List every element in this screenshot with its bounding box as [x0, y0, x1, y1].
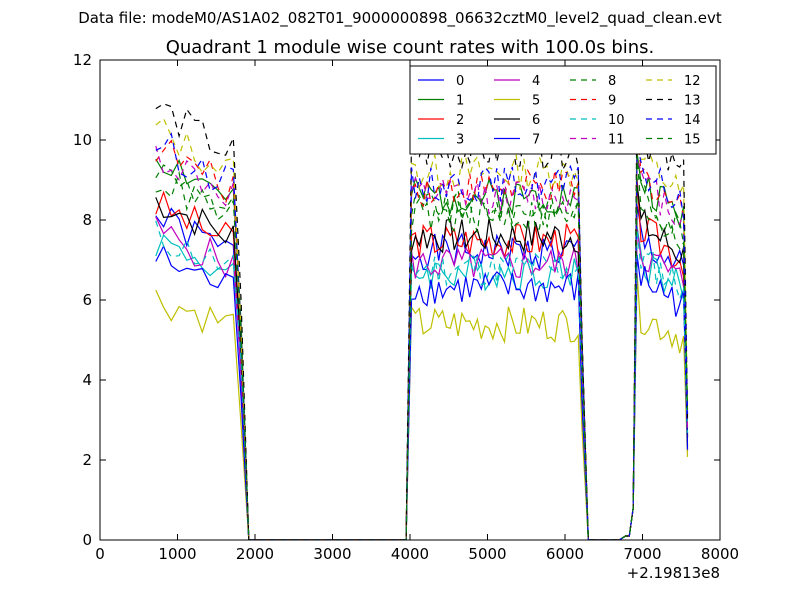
legend-label-0: 0 — [456, 74, 464, 89]
legend-label-4: 4 — [532, 74, 540, 89]
legend-label-13: 13 — [684, 94, 701, 109]
y-tick-label: 8 — [82, 211, 92, 229]
series-line-11 — [155, 145, 689, 540]
x-tick-label: 6000 — [546, 545, 584, 563]
x-tick-label: 0 — [95, 545, 105, 563]
x-tick-label: 7000 — [623, 545, 661, 563]
legend-label-1: 1 — [456, 94, 464, 109]
y-tick-label: 2 — [82, 451, 92, 469]
legend-label-5: 5 — [532, 94, 540, 109]
chart-title: Quadrant 1 module wise count rates with … — [166, 37, 655, 58]
y-tick-label: 4 — [82, 371, 92, 389]
legend-label-11: 11 — [608, 133, 625, 148]
legend-label-14: 14 — [684, 113, 701, 128]
x-tick-label: 3000 — [313, 545, 351, 563]
legend-label-12: 12 — [684, 74, 701, 89]
x-tick-label: 8000 — [701, 545, 739, 563]
x-tick-label: 1000 — [158, 545, 196, 563]
legend-label-6: 6 — [532, 113, 540, 128]
y-tick-label: 0 — [82, 531, 92, 549]
series-line-12 — [155, 106, 689, 540]
x-tick-label: 4000 — [391, 545, 429, 563]
legend-label-2: 2 — [456, 113, 464, 128]
y-tick-label: 10 — [73, 131, 92, 149]
legend-label-9: 9 — [608, 94, 616, 109]
chart-suptitle: Data file: modeM0/AS1A02_082T01_90000008… — [78, 9, 722, 28]
legend-label-10: 10 — [608, 113, 625, 128]
legend-box — [409, 65, 717, 155]
x-tick-label: 5000 — [468, 545, 506, 563]
legend-label-15: 15 — [684, 133, 701, 148]
legend-label-3: 3 — [456, 133, 464, 148]
x-offset-label: +2.19813e8 — [627, 564, 720, 582]
legend-label-7: 7 — [532, 133, 540, 148]
legend-label-8: 8 — [608, 74, 616, 89]
series-group — [155, 95, 689, 540]
x-tick-label: 2000 — [236, 545, 274, 563]
y-tick-label: 6 — [82, 291, 92, 309]
series-line-15 — [155, 155, 689, 540]
y-tick-label: 12 — [73, 51, 92, 69]
axes-group: 0 1000 2000 3000 4000 5000 6000 7000 80000246810… — [73, 51, 739, 563]
